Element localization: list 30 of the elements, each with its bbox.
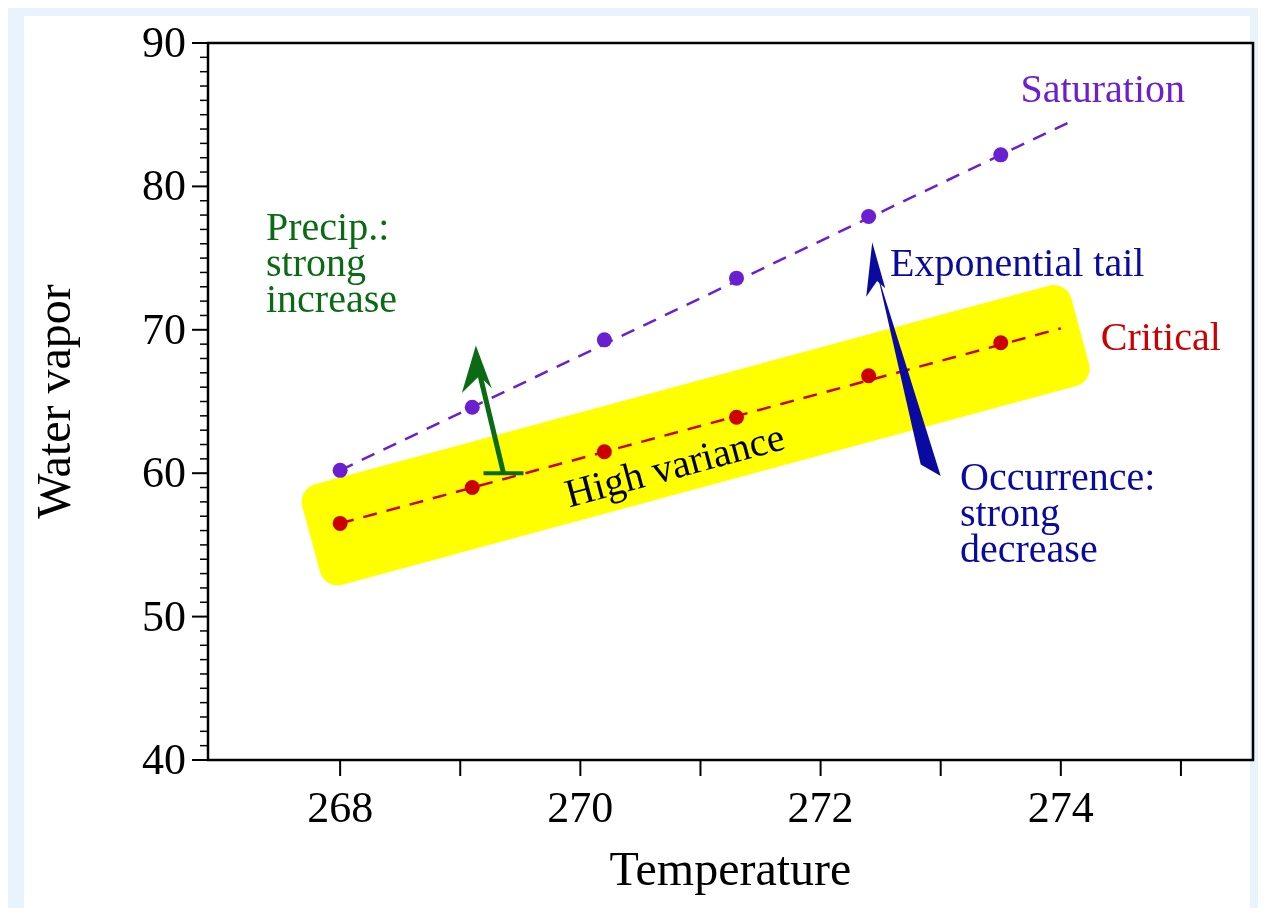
y-tick-label: 40 [142, 735, 186, 784]
point [332, 462, 348, 478]
point [596, 444, 612, 460]
point [729, 270, 745, 286]
point [464, 399, 480, 415]
y-tick-label: 90 [142, 18, 186, 67]
series-label: Saturation [1020, 66, 1186, 112]
point [729, 409, 745, 425]
x-tick-label: 270 [547, 783, 614, 832]
point [861, 368, 877, 384]
x-tick-label: 268 [307, 783, 374, 832]
x-axis-title: Temperature [609, 842, 852, 895]
point [332, 515, 348, 531]
y-tick-label: 60 [142, 448, 186, 498]
y-tick-label: 50 [142, 591, 186, 641]
point [464, 480, 480, 496]
y-tick-label: 70 [142, 304, 186, 354]
series-label: Critical [1100, 314, 1221, 360]
annotation: High variance [559, 413, 790, 517]
annotation: Exponential tail [890, 240, 1145, 285]
annotation: Occurrence: strong decrease [960, 454, 1156, 571]
point [861, 209, 877, 225]
annotation: Precip.: strong increase [266, 204, 398, 321]
point [993, 147, 1009, 163]
point [596, 332, 612, 348]
x-tick-label: 274 [1027, 783, 1094, 832]
y-tick-label: 80 [142, 161, 186, 211]
x-tick-label: 272 [787, 783, 854, 832]
y-axis-title: Water vapor [27, 284, 80, 519]
point [993, 335, 1009, 351]
